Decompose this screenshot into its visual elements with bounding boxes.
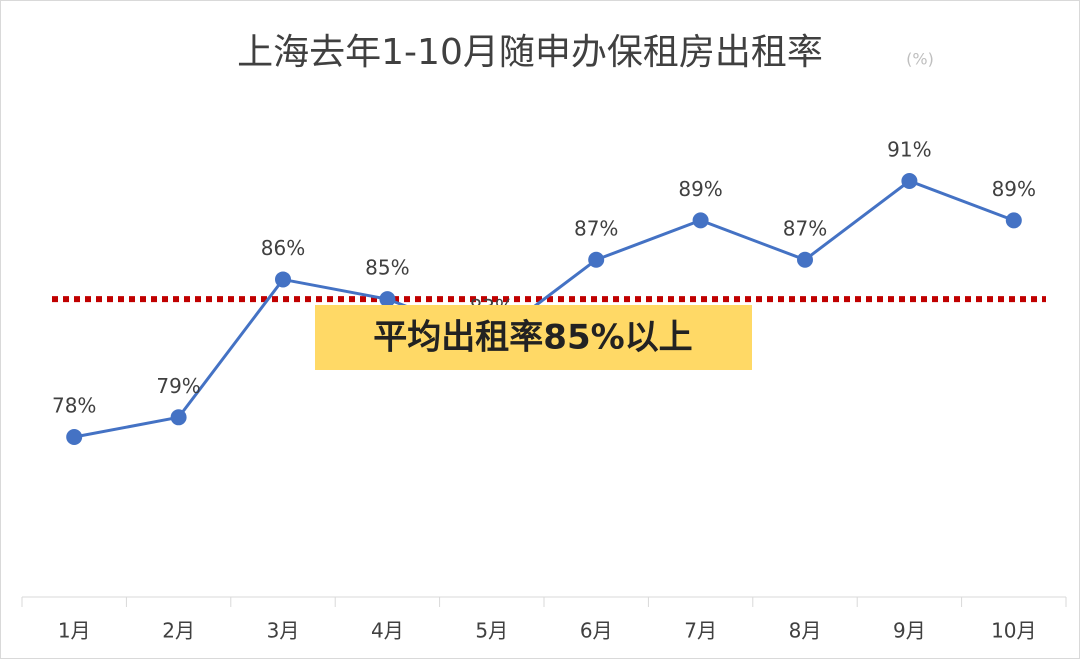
data-point bbox=[1005, 212, 1022, 229]
data-label: 89% bbox=[992, 177, 1036, 201]
data-point bbox=[275, 271, 291, 288]
x-tick-label: 5月 bbox=[475, 619, 508, 643]
x-tick-label: 1月 bbox=[58, 619, 91, 643]
x-tick-label: 10月 bbox=[991, 619, 1036, 643]
data-point bbox=[66, 429, 83, 445]
data-label: 86% bbox=[261, 236, 305, 260]
x-tick-label: 8月 bbox=[789, 619, 822, 643]
data-label: 87% bbox=[574, 216, 618, 240]
data-point bbox=[588, 251, 605, 268]
data-label: 91% bbox=[887, 138, 931, 162]
x-tick-label: 4月 bbox=[371, 619, 404, 643]
x-tick-label: 9月 bbox=[893, 619, 926, 643]
unit-label: (%) bbox=[906, 50, 934, 69]
data-point bbox=[901, 173, 918, 189]
data-point bbox=[170, 409, 187, 426]
x-tick-label: 2月 bbox=[162, 619, 195, 643]
x-tick-label: 7月 bbox=[684, 619, 717, 643]
data-label: 87% bbox=[783, 216, 827, 240]
chart-title: 上海去年1-10月随申办保租房出租率 bbox=[237, 32, 823, 73]
annotation: 平均出租率85%以上 bbox=[373, 318, 692, 358]
data-point bbox=[692, 212, 709, 229]
data-point bbox=[797, 251, 813, 268]
series-line bbox=[73, 179, 1015, 439]
data-label: 78% bbox=[52, 394, 96, 418]
data-label: 89% bbox=[678, 177, 722, 201]
x-tick-label: 3月 bbox=[267, 619, 300, 643]
data-label: 85% bbox=[365, 256, 409, 280]
data-point bbox=[379, 291, 396, 308]
annotation-box bbox=[315, 305, 752, 370]
x-tick-label: 6月 bbox=[580, 619, 613, 643]
data-label: 79% bbox=[156, 374, 200, 398]
